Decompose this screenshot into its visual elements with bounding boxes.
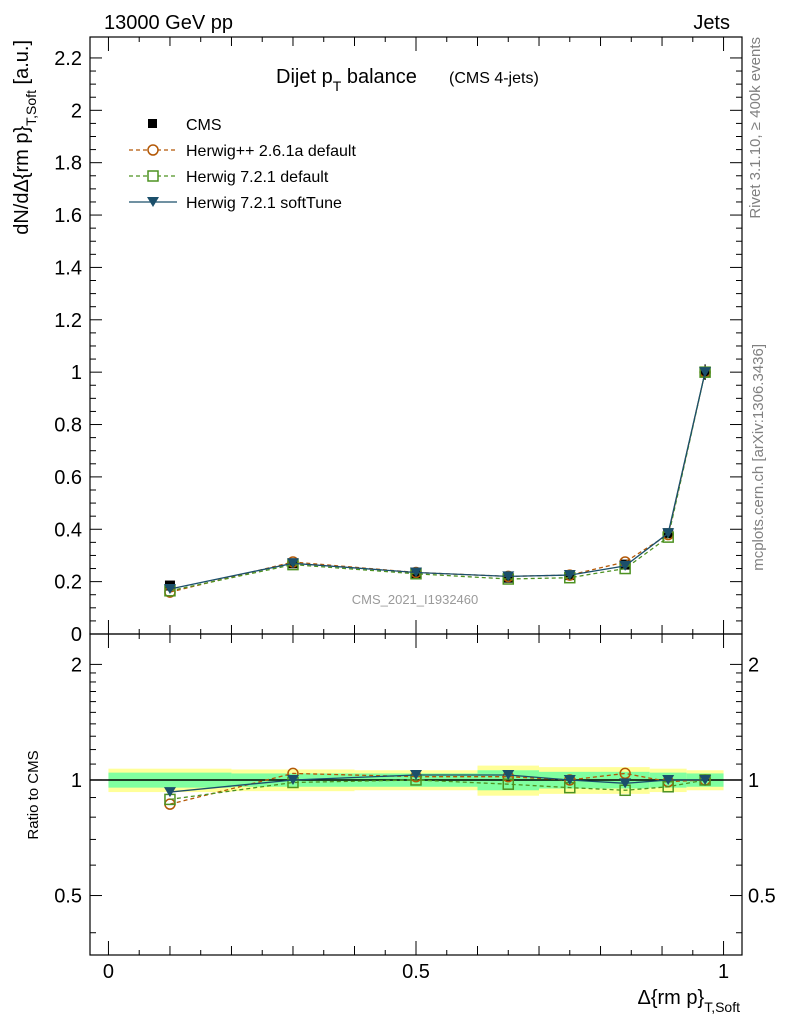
upper-ytick-label: 1 [71, 362, 82, 384]
x-axis-label: Δ{rm p}T,Soft [637, 987, 740, 1015]
upper-ytick-label: 0.4 [54, 519, 82, 541]
legend-herwig7-default-label: Herwig 7.2.1 default [186, 169, 329, 186]
lower-ytick-label-right: 2 [748, 654, 759, 676]
xtick-label: 1 [718, 961, 729, 983]
legend-herwigpp-label: Herwig++ 2.6.1a default [186, 143, 356, 160]
rivet-label: Rivet 3.1.10, ≥ 400k events [747, 37, 764, 219]
main-point-3-1 [286, 558, 299, 569]
ratio-point-2-7 [699, 774, 712, 785]
plot-title: Dijet pT balance [276, 66, 417, 94]
ratio-point-2-1 [286, 774, 299, 785]
main-point-3-2 [410, 567, 422, 578]
upper-y-label-main: dN/dΔ{rm p} [11, 126, 33, 235]
legend-herwig7-softtune-marker [147, 197, 159, 207]
lower-ytick-label-right: 0.5 [748, 886, 776, 908]
ratio-point-2-2 [410, 770, 422, 781]
main-point-3-5 [619, 560, 632, 571]
main-point-3-7 [699, 367, 712, 378]
ratio-point-2-5 [619, 778, 632, 789]
upper-ytick-label: 1.6 [54, 205, 82, 227]
legend-cms-label: CMS [186, 117, 222, 134]
upper-y-axis-label: dN/dΔ{rm p}T,Soft [a.u.] [11, 40, 39, 235]
ratio-point-2-3 [502, 770, 515, 781]
main-point-3-4 [563, 570, 576, 581]
series-layer [163, 364, 712, 810]
legend-item-herwig7-default: Herwig 7.2.1 default [129, 169, 329, 186]
legend-item-herwig7-softtune: Herwig 7.2.1 softTune [129, 195, 342, 212]
lower-y-axis-label: Ratio to CMS [25, 750, 42, 839]
legend: CMS Herwig++ 2.6.1a default Herwig 7.2.1… [129, 117, 356, 212]
legend-cms-marker [148, 119, 157, 128]
upper-ytick-label: 0 [71, 624, 82, 646]
mcplots-label: mcplots.cern.ch [arXiv:1306.3436] [750, 344, 767, 571]
x-label-sub: T,Soft [704, 999, 740, 1015]
lower-panel-frame [89, 633, 743, 956]
lower-ytick-label-left: 0.5 [54, 886, 82, 908]
ratio-series-line-1 [169, 779, 706, 801]
legend-item-herwigpp: Herwig++ 2.6.1a default [129, 143, 356, 160]
ratio-point-2-4 [563, 774, 576, 785]
upper-ytick-label: 2 [71, 100, 82, 122]
header-right: Jets [693, 12, 730, 34]
xtick-label: 0 [103, 961, 114, 983]
ratio-series-line-0 [169, 772, 706, 805]
main-series-line-1 [169, 372, 706, 593]
ratio-series-2 [163, 770, 712, 798]
upper-ytick-label: 2.2 [54, 48, 82, 70]
legend-herwigpp-marker [147, 144, 159, 156]
x-label-main: Δ{rm p} [637, 987, 704, 1009]
main-point-3-3 [502, 571, 515, 582]
upper-ytick-label: 1.8 [54, 153, 82, 175]
title-main-rest: balance [341, 66, 417, 88]
ratio-series-line-2 [169, 774, 706, 793]
main-series-3 [163, 367, 712, 594]
header-left: 13000 GeV pp [104, 12, 233, 34]
main-point-3-0 [163, 583, 176, 594]
lower-ytick-label-left: 2 [71, 654, 82, 676]
axis-ticks: 0 0.2 0.4 0.6 0.8 1 1.2 1.4 1.6 1.8 2 2.2 0.5 0.5 1 1 2 2… [54, 37, 776, 983]
upper-y-label-unit: [a.u.] [11, 40, 33, 90]
ratio-point-2-0 [163, 787, 176, 798]
main-series-0 [164, 364, 711, 591]
title-main: Dijet p [276, 66, 333, 88]
upper-ytick-label: 0.8 [54, 415, 82, 437]
analysis-watermark: CMS_2021_I1932460 [352, 592, 479, 607]
lower-ytick-label-right: 1 [748, 770, 759, 792]
main-series-line-3 [169, 372, 706, 590]
legend-herwig7-default-marker [147, 170, 159, 182]
upper-ytick-label: 1.4 [54, 257, 82, 279]
ratio-point-2-6 [662, 774, 675, 785]
xtick-label: 0.5 [402, 961, 430, 983]
legend-herwig7-softtune-label: Herwig 7.2.1 softTune [186, 195, 342, 212]
upper-ytick-label: 1.2 [54, 310, 82, 332]
main-series-line-2 [169, 372, 706, 592]
upper-ytick-label: 0.2 [54, 572, 82, 594]
title-main-sub: T [333, 78, 342, 94]
upper-y-label-sub: T,Soft [23, 90, 39, 126]
plot-subtitle: (CMS 4-jets) [449, 70, 539, 87]
main-point-3-6 [662, 528, 675, 539]
upper-ytick-label: 0.6 [54, 467, 82, 489]
legend-item-cms: CMS [148, 117, 222, 134]
lower-ytick-label-left: 1 [71, 770, 82, 792]
